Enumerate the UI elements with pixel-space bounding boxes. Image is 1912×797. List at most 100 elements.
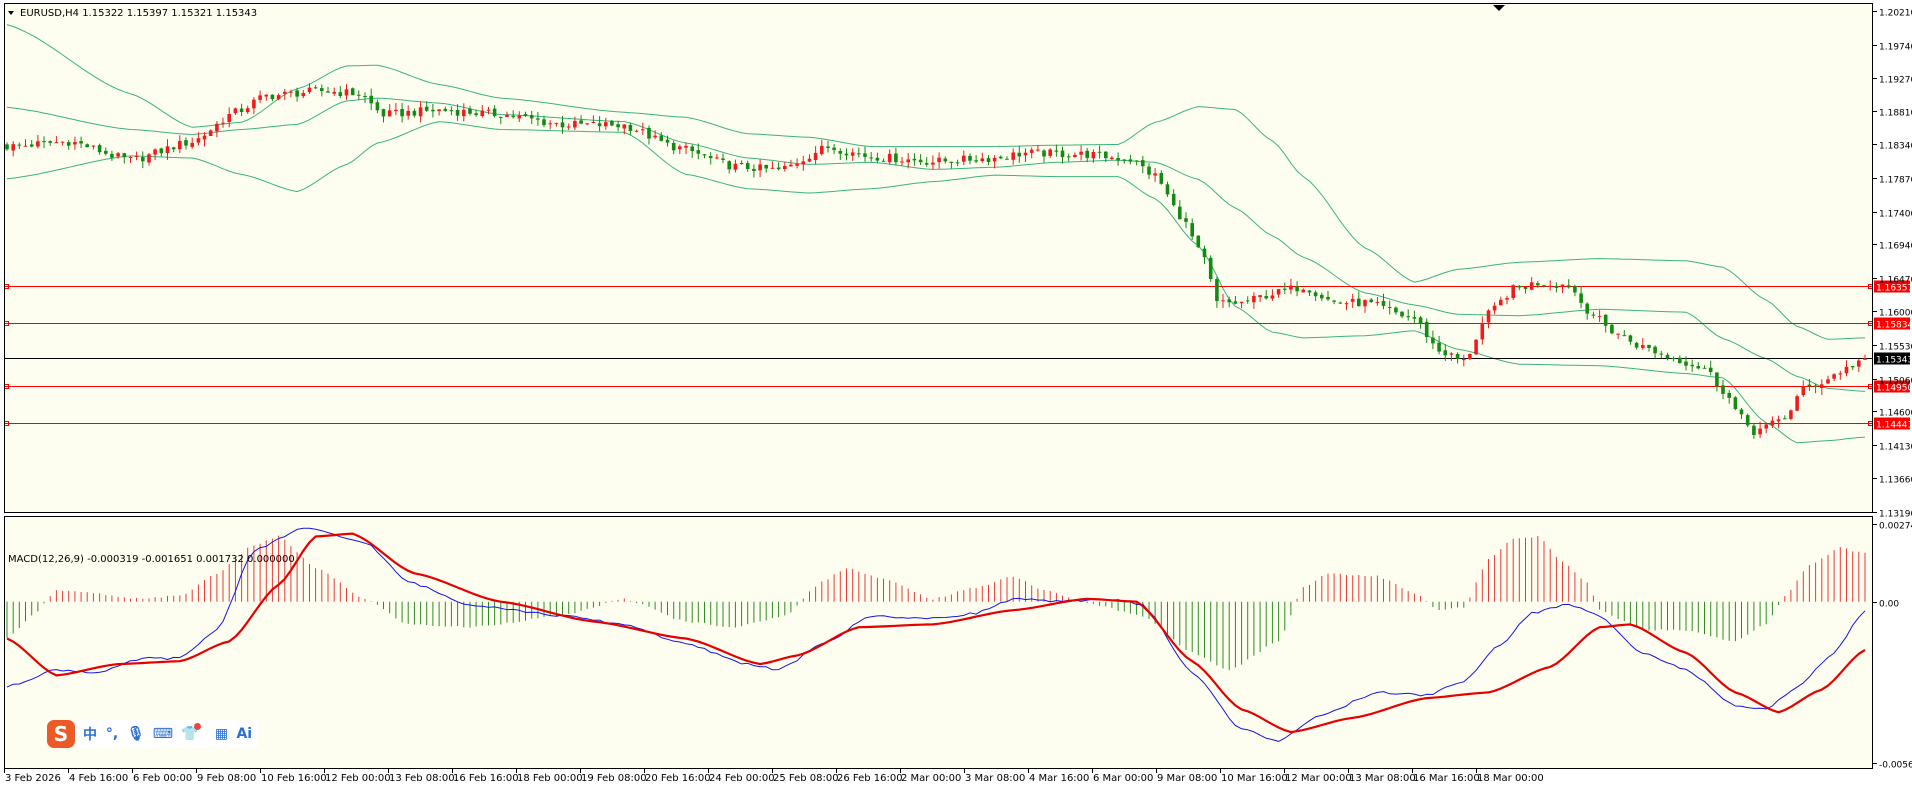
- candle-body: [1184, 218, 1188, 222]
- candle-body: [1591, 314, 1596, 316]
- time-tick-label: 20 Feb 16:00: [645, 773, 711, 784]
- price-tick-label: 1.18810: [1879, 109, 1912, 119]
- candle-body: [678, 146, 682, 150]
- candle-body: [104, 150, 108, 154]
- candle-body: [29, 144, 34, 147]
- panel-frames: [4, 3, 1873, 769]
- chinese-mode-icon[interactable]: 中: [83, 727, 97, 743]
- candle-body: [1301, 289, 1306, 293]
- candle-body: [962, 155, 966, 162]
- candle-body: [727, 161, 731, 170]
- time-tick-label: 13 Feb 08:00: [389, 773, 455, 784]
- ime-toolbar[interactable]: S 中 °, 🎙 ⌨ 👕 ▦ Ai: [47, 720, 259, 748]
- time-tick-label: 10 Feb 16:00: [261, 773, 327, 784]
- candle-body: [165, 146, 170, 153]
- toolbox-icon[interactable]: ▦: [214, 726, 229, 742]
- dropdown-triangle-icon[interactable]: [8, 11, 14, 15]
- candle-body: [924, 163, 929, 165]
- price-tick-label: 1.13660: [1879, 476, 1912, 486]
- candle-body: [560, 122, 565, 128]
- candle-body: [1048, 149, 1052, 156]
- candle-body: [980, 158, 985, 162]
- price-tick-label: 1.16940: [1879, 242, 1912, 252]
- candle-body: [1338, 302, 1343, 304]
- candle-body: [17, 144, 22, 146]
- punctuation-icon[interactable]: °,: [105, 726, 119, 742]
- notification-dot-icon: [194, 722, 202, 730]
- candle-body: [1838, 373, 1843, 375]
- candle-body: [1678, 357, 1682, 363]
- candle-body: [239, 108, 244, 112]
- keyboard-icon[interactable]: ⌨: [152, 726, 173, 742]
- candle-body: [1159, 173, 1164, 184]
- candle-body: [400, 109, 404, 117]
- candle-body: [1511, 285, 1515, 299]
- time-tick-label: 18 Mar 00:00: [1477, 773, 1544, 784]
- candle-body: [208, 130, 213, 136]
- candle-body: [1826, 379, 1830, 384]
- candle-body: [554, 123, 559, 125]
- candle-body: [1715, 372, 1719, 387]
- candle-body: [499, 116, 503, 118]
- candle-body: [542, 119, 546, 126]
- candle-body: [1128, 159, 1133, 162]
- candle-body: [48, 141, 52, 143]
- candle-body: [1560, 284, 1565, 288]
- candle-body: [215, 123, 219, 132]
- candle-body: [511, 115, 515, 118]
- candle-body: [1665, 354, 1670, 359]
- candle-body: [184, 140, 188, 146]
- candle-body: [1369, 299, 1373, 302]
- candle-body: [1307, 290, 1312, 293]
- candle-body: [1462, 359, 1466, 361]
- candle-body: [141, 157, 145, 162]
- price-tick-label: 1.14130: [1879, 443, 1912, 453]
- candle-body: [1850, 366, 1855, 368]
- candle-body: [937, 157, 941, 163]
- candle-body: [54, 142, 59, 144]
- sogou-logo-icon[interactable]: S: [47, 720, 75, 748]
- candle-body: [770, 167, 775, 169]
- candle-body: [702, 154, 707, 156]
- candle-body: [1745, 415, 1750, 426]
- candle-body: [190, 142, 194, 147]
- candle-body: [449, 110, 454, 112]
- candle-body: [307, 87, 312, 93]
- candle-body: [1437, 342, 1441, 352]
- candle-body: [295, 90, 299, 97]
- candle-body: [344, 89, 349, 96]
- candle-body: [1233, 301, 1238, 304]
- candle-body: [1066, 156, 1071, 158]
- candle-body: [752, 168, 756, 171]
- ai-icon[interactable]: Ai: [236, 726, 253, 742]
- candle-body: [999, 156, 1003, 159]
- candle-body: [1060, 150, 1065, 158]
- candle-body: [350, 88, 355, 96]
- candle-body: [653, 135, 657, 138]
- candle-body: [826, 146, 830, 148]
- candle-body: [641, 129, 645, 131]
- time-tick-label: 13 Mar 08:00: [1349, 773, 1416, 784]
- candle-body: [739, 163, 744, 164]
- candle-body: [1116, 158, 1120, 161]
- candle-body: [1764, 424, 1768, 429]
- candle-body: [1221, 300, 1225, 302]
- candle-body: [1863, 358, 1867, 360]
- candle-body: [468, 108, 472, 114]
- chart-shift-marker-icon[interactable]: [1493, 5, 1505, 11]
- skin-icon[interactable]: 👕: [181, 726, 199, 742]
- candle-body: [523, 114, 528, 116]
- candle-body: [1554, 285, 1559, 288]
- level-price-tag-0: [1874, 280, 1910, 293]
- candle-body: [1424, 321, 1429, 337]
- candle-body: [597, 123, 602, 127]
- candle-body: [462, 109, 466, 117]
- candle-body: [721, 158, 725, 160]
- candle-body: [1455, 354, 1460, 359]
- microphone-icon[interactable]: 🎙: [127, 726, 145, 742]
- candle-body: [338, 92, 343, 96]
- candle-body: [1727, 393, 1731, 398]
